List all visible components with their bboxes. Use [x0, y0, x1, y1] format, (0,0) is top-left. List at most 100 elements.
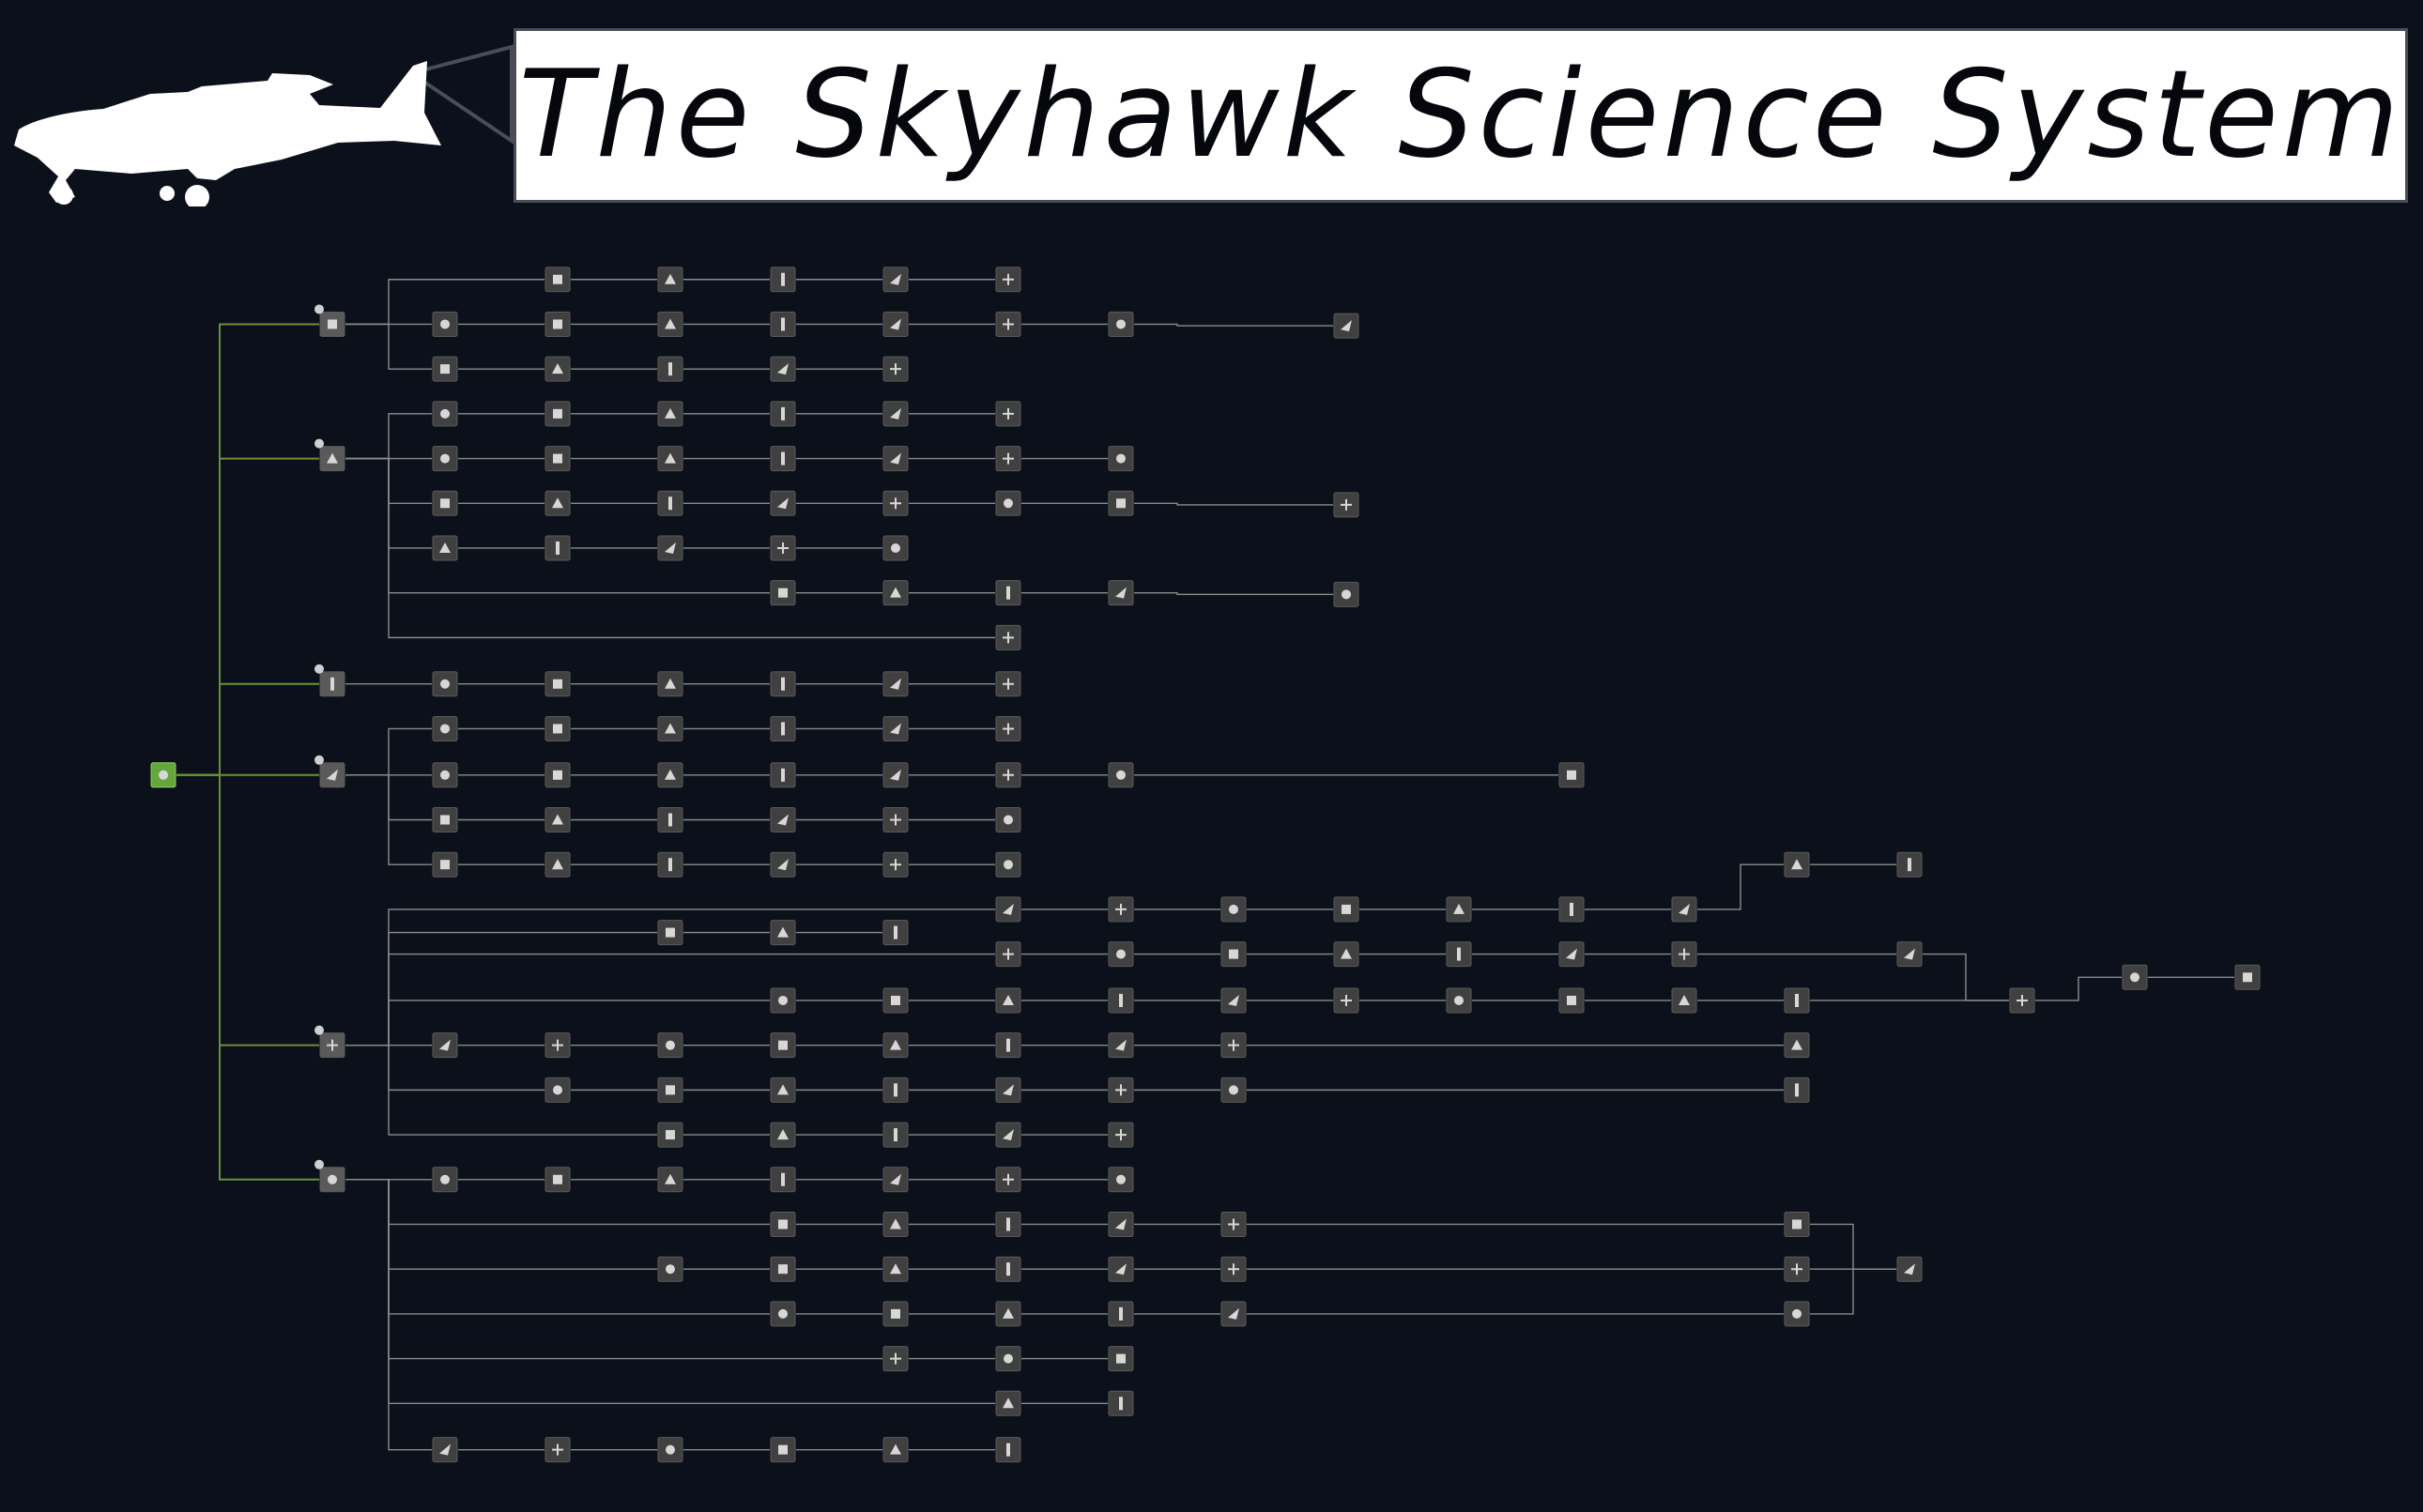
tech-node[interactable]	[657, 806, 683, 832]
tech-node[interactable]	[2122, 964, 2148, 990]
tech-node[interactable]	[995, 851, 1021, 878]
tech-node[interactable]	[1220, 1211, 1247, 1237]
tech-node[interactable]	[544, 1032, 571, 1059]
tech-node[interactable]	[1896, 851, 1923, 878]
branch-node-construction[interactable]	[314, 1159, 345, 1193]
tech-node[interactable]	[882, 1167, 909, 1193]
tech-node[interactable]	[995, 624, 1021, 650]
tech-node[interactable]	[544, 762, 571, 788]
tech-node[interactable]	[1558, 896, 1585, 923]
tech-node[interactable]	[1220, 1032, 1247, 1059]
tech-node[interactable]	[1671, 941, 1697, 968]
tech-node[interactable]	[432, 446, 458, 472]
tech-node[interactable]	[1784, 987, 1810, 1014]
tech-node[interactable]	[1108, 1211, 1134, 1237]
tech-node[interactable]	[1108, 490, 1134, 516]
tech-node[interactable]	[1784, 1301, 1810, 1327]
tech-node[interactable]	[1671, 987, 1697, 1014]
branch-node-rocketry[interactable]	[314, 438, 345, 472]
tech-node[interactable]	[657, 1256, 683, 1282]
tech-node[interactable]	[995, 896, 1021, 923]
tech-node[interactable]	[882, 1122, 909, 1148]
tech-node[interactable]	[1108, 311, 1134, 337]
tech-node[interactable]	[770, 1301, 796, 1327]
tech-node[interactable]	[432, 851, 458, 878]
tech-node[interactable]	[882, 535, 909, 561]
tech-node[interactable]	[1333, 987, 1359, 1014]
tech-node[interactable]	[770, 446, 796, 472]
tech-node[interactable]	[544, 1167, 571, 1193]
tech-node[interactable]	[657, 490, 683, 516]
tech-node[interactable]	[544, 851, 571, 878]
tech-node[interactable]	[1784, 1032, 1810, 1059]
tech-node[interactable]	[1784, 851, 1810, 878]
branch-node-structural[interactable]	[314, 664, 345, 697]
tech-node[interactable]	[995, 1032, 1021, 1059]
tech-node[interactable]	[544, 715, 571, 741]
tech-node[interactable]	[882, 1301, 909, 1327]
tech-node[interactable]	[1108, 1256, 1134, 1282]
tech-node[interactable]	[1220, 896, 1247, 923]
tech-node[interactable]	[1108, 762, 1134, 788]
tech-node[interactable]	[995, 715, 1021, 741]
tech-node[interactable]	[657, 311, 683, 337]
root-tech-node[interactable]	[150, 762, 176, 788]
tech-node[interactable]	[1446, 941, 1472, 968]
tech-node[interactable]	[882, 1211, 909, 1237]
tech-node[interactable]	[995, 311, 1021, 337]
tech-node[interactable]	[657, 1167, 683, 1193]
tech-node[interactable]	[995, 490, 1021, 516]
tech-node[interactable]	[770, 535, 796, 561]
tech-node[interactable]	[432, 1437, 458, 1463]
tech-node[interactable]	[882, 987, 909, 1014]
tech-node[interactable]	[1108, 941, 1134, 968]
tech-node[interactable]	[882, 267, 909, 293]
tech-node[interactable]	[1333, 492, 1359, 518]
tech-node[interactable]	[882, 401, 909, 427]
tech-node[interactable]	[770, 1437, 796, 1463]
tech-node[interactable]	[995, 1211, 1021, 1237]
tech-node[interactable]	[657, 762, 683, 788]
tech-node[interactable]	[770, 580, 796, 606]
tech-node[interactable]	[770, 1167, 796, 1193]
tech-node[interactable]	[995, 987, 1021, 1014]
tech-node[interactable]	[1220, 987, 1247, 1014]
tech-node[interactable]	[657, 401, 683, 427]
tech-node[interactable]	[432, 806, 458, 832]
branch-node-propulsion[interactable]	[314, 755, 345, 788]
tech-node[interactable]	[657, 1122, 683, 1148]
tech-node[interactable]	[1333, 896, 1359, 923]
tech-node[interactable]	[657, 671, 683, 697]
tech-node[interactable]	[1558, 987, 1585, 1014]
tech-node[interactable]	[432, 1167, 458, 1193]
tech-node[interactable]	[657, 851, 683, 878]
tech-node[interactable]	[1784, 1256, 1810, 1282]
tech-node[interactable]	[1333, 313, 1359, 339]
tech-node[interactable]	[1108, 896, 1134, 923]
tech-node[interactable]	[995, 267, 1021, 293]
tech-node[interactable]	[544, 806, 571, 832]
tech-node[interactable]	[770, 401, 796, 427]
tech-node[interactable]	[544, 311, 571, 337]
branch-node-aerodynamics[interactable]	[314, 304, 345, 337]
tech-node[interactable]	[544, 1437, 571, 1463]
tech-node[interactable]	[2009, 987, 2035, 1014]
tech-node[interactable]	[882, 1437, 909, 1463]
tech-node[interactable]	[995, 1390, 1021, 1416]
tech-node[interactable]	[1220, 1256, 1247, 1282]
tech-node[interactable]	[1108, 1390, 1134, 1416]
tech-node[interactable]	[544, 446, 571, 472]
tech-node[interactable]	[995, 941, 1021, 968]
tech-node[interactable]	[770, 987, 796, 1014]
tech-node[interactable]	[1108, 580, 1134, 606]
tech-node[interactable]	[544, 490, 571, 516]
tech-node[interactable]	[882, 1256, 909, 1282]
tech-node[interactable]	[1558, 762, 1585, 788]
tech-node[interactable]	[657, 920, 683, 946]
tech-node[interactable]	[770, 920, 796, 946]
tech-node[interactable]	[770, 1256, 796, 1282]
tech-node[interactable]	[882, 1032, 909, 1059]
tech-node[interactable]	[882, 580, 909, 606]
tech-node[interactable]	[882, 311, 909, 337]
tech-node[interactable]	[770, 356, 796, 382]
